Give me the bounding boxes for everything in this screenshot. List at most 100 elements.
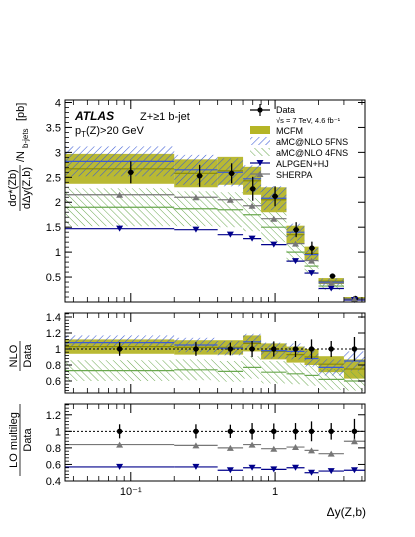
- main-data-point-6: [309, 245, 315, 251]
- x-tick-label-1: 1: [272, 486, 278, 498]
- nlo_ratio-data-point-0: [116, 346, 123, 352]
- main-alpgen-hj-marker-7: [327, 285, 335, 292]
- nlo_ratio-ytick-label-1: 0.8: [46, 360, 61, 372]
- lo_ratio-data-point-0: [116, 428, 123, 435]
- main-sherpa-marker-2: [226, 196, 234, 203]
- nlo_ratio-ytick-label-2: 1: [55, 344, 61, 356]
- main-sherpa-marker-1: [192, 194, 200, 201]
- main-sherpa-marker-3: [248, 202, 256, 209]
- svg-text:aMC@NLO 5FNS: aMC@NLO 5FNS: [276, 137, 348, 147]
- lo_ratio-data-point-3: [249, 428, 255, 435]
- main-sherpa-marker-4: [270, 215, 278, 222]
- nlo_ratio-ytick-label-4: 1.4: [46, 312, 61, 324]
- nlo_ratio-data-point-3: [249, 346, 255, 352]
- main-ytick-label-5: 3: [55, 147, 61, 159]
- main-ytick-label-4: 2.5: [46, 172, 61, 184]
- nlo_ratio-data-point-2: [227, 346, 234, 352]
- svg-text:aMC@NLO 4FNS: aMC@NLO 4FNS: [276, 148, 348, 158]
- lo-ratio-panel: 0.4 0.6 0.8 1 1.2 10⁻¹ 1: [46, 403, 366, 498]
- svg-text:Data: Data: [22, 344, 34, 368]
- main-ytick-label-7: 4: [55, 97, 61, 109]
- lo_ratio-alpgen-hj-marker-8: [350, 467, 358, 474]
- nlo_ratio-data-point-4: [271, 346, 277, 352]
- main-ytick-label-6: 3.5: [46, 122, 61, 134]
- svg-text:Data: Data: [276, 105, 295, 115]
- nlo-y-axis-title: NLO Data: [8, 341, 34, 371]
- lo_ratio-ytick-label-1: 0.6: [46, 459, 61, 471]
- main-sherpa-marker-8: [350, 296, 358, 303]
- main-data-point-2: [228, 170, 235, 177]
- main-data-point-1: [196, 173, 203, 179]
- svg-text:MCFM: MCFM: [276, 126, 303, 136]
- main-panel: 0.5 1 1.5 2 2.5 3 3.5 4: [46, 97, 366, 304]
- lo_ratio-alpgen-hj-marker-5: [292, 464, 300, 471]
- legend-entry-alpgen: ALPGEN+HJ: [250, 159, 329, 169]
- main-sherpa-marker-6: [308, 257, 316, 264]
- main-data-point-0: [128, 169, 134, 176]
- lo_ratio-alpgen-hj-marker-7: [327, 468, 335, 475]
- svg-text:NLO: NLO: [8, 344, 20, 367]
- lo_ratio-data-point-6: [308, 428, 315, 435]
- svg-text:/N: /N: [15, 151, 27, 162]
- main-ytick-label-3: 2: [55, 197, 61, 209]
- lo_ratio-alpgen-hj-marker-6: [308, 469, 316, 476]
- lo_ratio-data-point-4: [271, 428, 277, 435]
- legend: Data √s = 7 TeV, 4.6 fb⁻¹ MCFM aMC@NLO 5…: [250, 104, 348, 180]
- lo_ratio-data-point-2: [227, 428, 234, 435]
- lo-plot-frame: [64, 403, 366, 482]
- lo_ratio-sherpa-marker-0: [116, 441, 124, 448]
- main-alpgen-hj-marker-4: [270, 241, 278, 248]
- svg-text:LO multileg: LO multileg: [8, 412, 20, 468]
- lo_ratio-sherpa-marker-3: [248, 441, 256, 448]
- nlo_ratio-ytick-label-3: 1.2: [46, 328, 61, 340]
- main-data-point-4: [272, 193, 278, 199]
- main-plot-frame: [64, 99, 366, 303]
- lo_ratio-alpgen-hj-marker-2: [226, 467, 234, 474]
- svg-text:[pb]: [pb]: [15, 103, 27, 121]
- lo_ratio-sherpa-marker-4: [270, 445, 278, 452]
- legend-entry-amc4: aMC@NLO 4FNS: [250, 148, 348, 158]
- main-ytick-label-1: 1: [55, 247, 61, 259]
- svg-text:SHERPA: SHERPA: [276, 170, 312, 180]
- nlo_ratio-data-point-7: [328, 346, 334, 352]
- svg-text:Data: Data: [22, 428, 34, 452]
- legend-entry-sherpa: SHERPA: [250, 170, 312, 180]
- cut-label: pT(Z)>20 GeV: [75, 125, 144, 139]
- lo_ratio-alpgen-hj-marker-3: [248, 464, 256, 471]
- legend-data-sub: √s = 7 TeV, 4.6 fb⁻¹: [276, 116, 341, 125]
- lo_ratio-sherpa-marker-7: [327, 450, 335, 457]
- lo_ratio-sherpa-marker-5: [292, 444, 300, 451]
- lo_ratio-alpgen-hj-marker-4: [270, 466, 278, 473]
- nlo_ratio-ytick-label-0: 0.6: [46, 376, 61, 388]
- lo_ratio-sherpa-marker-8: [350, 438, 358, 445]
- lo_ratio-sherpa-marker-6: [308, 447, 316, 454]
- lo_ratio-data-point-8: [351, 428, 358, 435]
- main-ytick-label-2: 1.5: [46, 222, 61, 234]
- lo_ratio-data-point-1: [193, 428, 199, 435]
- nlo_ratio-data-point-1: [193, 346, 199, 352]
- main-sherpa-marker-0: [116, 191, 124, 198]
- lo_ratio-sherpa-marker-1: [192, 442, 200, 449]
- main-ytick-label-0: 0.5: [46, 272, 61, 284]
- selection-label: Z+≥1 b-jet: [140, 111, 190, 123]
- lo_ratio-ytick-label-3: 1: [55, 426, 61, 438]
- lo_ratio-alpgen-hj-marker-1: [192, 463, 200, 470]
- nlo_ratio-data-point-5: [292, 346, 299, 352]
- main-alpgen-hj-marker-1: [192, 226, 200, 233]
- main-sherpa-marker-5: [292, 240, 300, 247]
- main-alpgen-hj-marker-0: [116, 225, 124, 232]
- main-alpgen-hj-marker-6: [308, 270, 316, 277]
- x-tick-label-0: 10⁻¹: [120, 486, 142, 498]
- lo_ratio-ytick-label-2: 0.8: [46, 443, 61, 455]
- lo_ratio-ytick-label-4: 1.2: [46, 410, 61, 422]
- lo_ratio-sherpa-marker-2: [226, 444, 234, 451]
- lo_ratio-data-point-7: [328, 428, 334, 435]
- main-alpgen-hj-marker-5: [292, 258, 300, 265]
- lo_ratio-ytick-label-0: 0.4: [46, 476, 61, 488]
- nlo-plot-frame: [64, 312, 366, 394]
- main-data-point-3: [250, 186, 256, 192]
- nlo-ratio-panel: 0.6 0.8 1 1.2 1.4: [46, 312, 366, 394]
- main-sherpa-marker-7: [327, 280, 335, 287]
- legend-entry-amc5: aMC@NLO 5FNS: [250, 137, 348, 147]
